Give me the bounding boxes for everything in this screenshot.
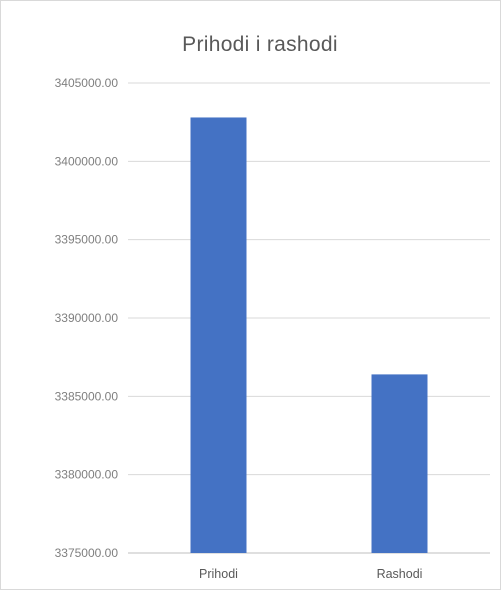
y-tick-label: 3400000.00 xyxy=(55,154,119,168)
y-tick-label: 3395000.00 xyxy=(55,233,119,247)
y-axis-ticks: 3405000.00 3400000.00 3395000.00 3390000.00… xyxy=(55,76,119,560)
chart-title: Prihodi i rashodi xyxy=(182,33,338,56)
y-tick-label: 3385000.00 xyxy=(55,389,119,403)
x-category-label: Rashodi xyxy=(377,567,423,581)
x-axis-categories: Prihodi Rashodi xyxy=(199,567,422,581)
bar-prihodi xyxy=(190,117,247,553)
y-tick-label: 3390000.00 xyxy=(55,311,119,325)
bar-rashodi xyxy=(371,374,428,553)
x-category-label: Prihodi xyxy=(199,567,238,581)
gridlines xyxy=(128,82,490,554)
y-tick-label: 3375000.00 xyxy=(55,546,119,560)
y-tick-label: 3405000.00 xyxy=(55,76,119,90)
bars xyxy=(190,117,428,553)
y-tick-label: 3380000.00 xyxy=(55,468,119,482)
